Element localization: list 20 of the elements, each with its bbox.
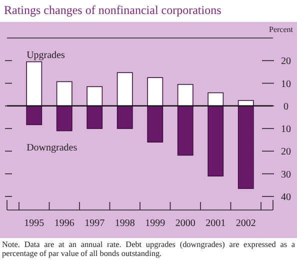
- y-tick-label: 40: [281, 192, 291, 203]
- x-tick-label: 1997: [84, 218, 105, 229]
- series-label: Downgrades: [26, 142, 78, 154]
- x-tick-label: 2002: [236, 218, 256, 229]
- series-label: Upgrades: [26, 50, 65, 61]
- x-tick-label: 1999: [145, 218, 166, 229]
- y-tick-label: 10: [281, 78, 291, 90]
- y-tick-label: 20: [281, 56, 291, 68]
- y-tick-label: 10: [281, 124, 291, 136]
- x-tick-label: 1996: [54, 218, 74, 229]
- chart-title: Ratings changes of nonfinancial corporations: [4, 3, 222, 17]
- y-axis-title: Percent: [269, 25, 294, 34]
- x-tick-label: 1995: [24, 218, 44, 229]
- y-tick-label: 30: [281, 169, 291, 180]
- x-tick-label: 2001: [206, 218, 226, 229]
- x-tick-label: 2000: [175, 218, 196, 229]
- y-tick-label: 0: [284, 101, 288, 112]
- text: Note. Data are at an annual rate. Debt upgrades (downgrades) are expressed as a percentage of par value of all bonds outstanding.: [2, 240, 295, 258]
- x-tick-label: 1998: [114, 218, 135, 229]
- y-tick-label: 20: [281, 146, 291, 158]
